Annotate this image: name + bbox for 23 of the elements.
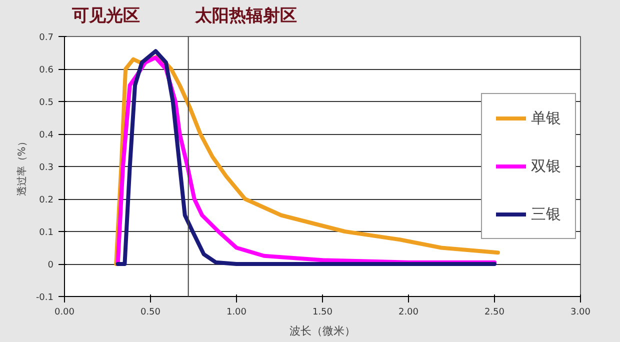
y-tick-label: 0 [48, 260, 54, 270]
y-tick-label: 0.7 [39, 33, 54, 43]
x-tick-label: 1.50 [312, 308, 333, 318]
x-tick-label: 2.50 [484, 308, 505, 318]
y-tick-label: 0.5 [39, 98, 54, 108]
y-tick-label: 0.1 [39, 228, 54, 238]
y-tick-label: 0.4 [39, 130, 54, 140]
y-tick-label: 0.3 [39, 163, 54, 173]
text: 太阳热辐射区 [195, 5, 298, 28]
legend-label: 双银 [531, 156, 561, 176]
x-tick-label: 2.00 [398, 308, 419, 318]
legend-label: 三银 [531, 204, 561, 224]
y-tick-label: -0.1 [36, 293, 54, 303]
text: 可见光区 [72, 5, 141, 28]
x-tick-label: 1.00 [226, 308, 247, 318]
legend-label: 单银 [531, 108, 561, 128]
y-tick-label: 0.2 [39, 196, 54, 206]
y-tick-label: 0.6 [39, 66, 54, 76]
x-tick-label: 0.00 [54, 308, 75, 318]
y-axis-title: 透过率（%） [16, 136, 28, 196]
x-axis-title: 波长（微米） [290, 324, 356, 338]
x-tick-label: 0.50 [140, 308, 161, 318]
x-tick-label: 3.00 [570, 308, 591, 318]
